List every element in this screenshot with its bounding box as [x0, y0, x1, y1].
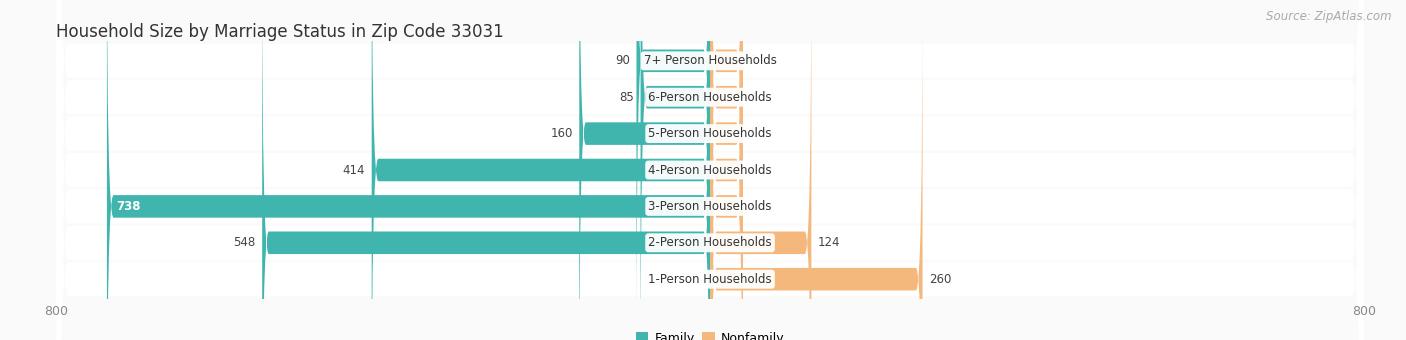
Text: 3-Person Households: 3-Person Households [648, 200, 772, 213]
Legend: Family, Nonfamily: Family, Nonfamily [631, 327, 789, 340]
Text: 1-Person Households: 1-Person Households [648, 273, 772, 286]
Text: 0: 0 [749, 54, 756, 67]
FancyBboxPatch shape [56, 0, 1364, 340]
Text: 0: 0 [749, 127, 756, 140]
Text: 5-Person Households: 5-Person Households [648, 127, 772, 140]
FancyBboxPatch shape [710, 0, 742, 340]
FancyBboxPatch shape [710, 0, 742, 340]
FancyBboxPatch shape [710, 0, 922, 340]
Text: 260: 260 [929, 273, 952, 286]
FancyBboxPatch shape [56, 0, 1364, 340]
FancyBboxPatch shape [637, 0, 710, 340]
Text: 0: 0 [749, 200, 756, 213]
Text: Household Size by Marriage Status in Zip Code 33031: Household Size by Marriage Status in Zip… [56, 23, 503, 41]
Text: Source: ZipAtlas.com: Source: ZipAtlas.com [1267, 10, 1392, 23]
FancyBboxPatch shape [579, 0, 710, 340]
Text: 0: 0 [749, 91, 756, 104]
Text: 160: 160 [550, 127, 572, 140]
Text: 414: 414 [343, 164, 366, 176]
FancyBboxPatch shape [710, 0, 742, 340]
FancyBboxPatch shape [641, 0, 710, 340]
FancyBboxPatch shape [107, 0, 710, 340]
FancyBboxPatch shape [710, 0, 742, 340]
FancyBboxPatch shape [56, 0, 1364, 340]
Text: 85: 85 [619, 91, 634, 104]
Text: 6-Person Households: 6-Person Households [648, 91, 772, 104]
FancyBboxPatch shape [56, 0, 1364, 340]
Text: 2-Person Households: 2-Person Households [648, 236, 772, 249]
FancyBboxPatch shape [710, 0, 742, 340]
Text: 738: 738 [117, 200, 141, 213]
FancyBboxPatch shape [371, 0, 710, 340]
Text: 124: 124 [818, 236, 841, 249]
FancyBboxPatch shape [56, 0, 1364, 340]
FancyBboxPatch shape [56, 0, 1364, 340]
Text: 90: 90 [614, 54, 630, 67]
FancyBboxPatch shape [710, 0, 811, 340]
Text: 7+ Person Households: 7+ Person Households [644, 54, 776, 67]
FancyBboxPatch shape [56, 0, 1364, 340]
Text: 548: 548 [233, 236, 256, 249]
Text: 4-Person Households: 4-Person Households [648, 164, 772, 176]
FancyBboxPatch shape [262, 0, 710, 340]
Text: 0: 0 [749, 164, 756, 176]
